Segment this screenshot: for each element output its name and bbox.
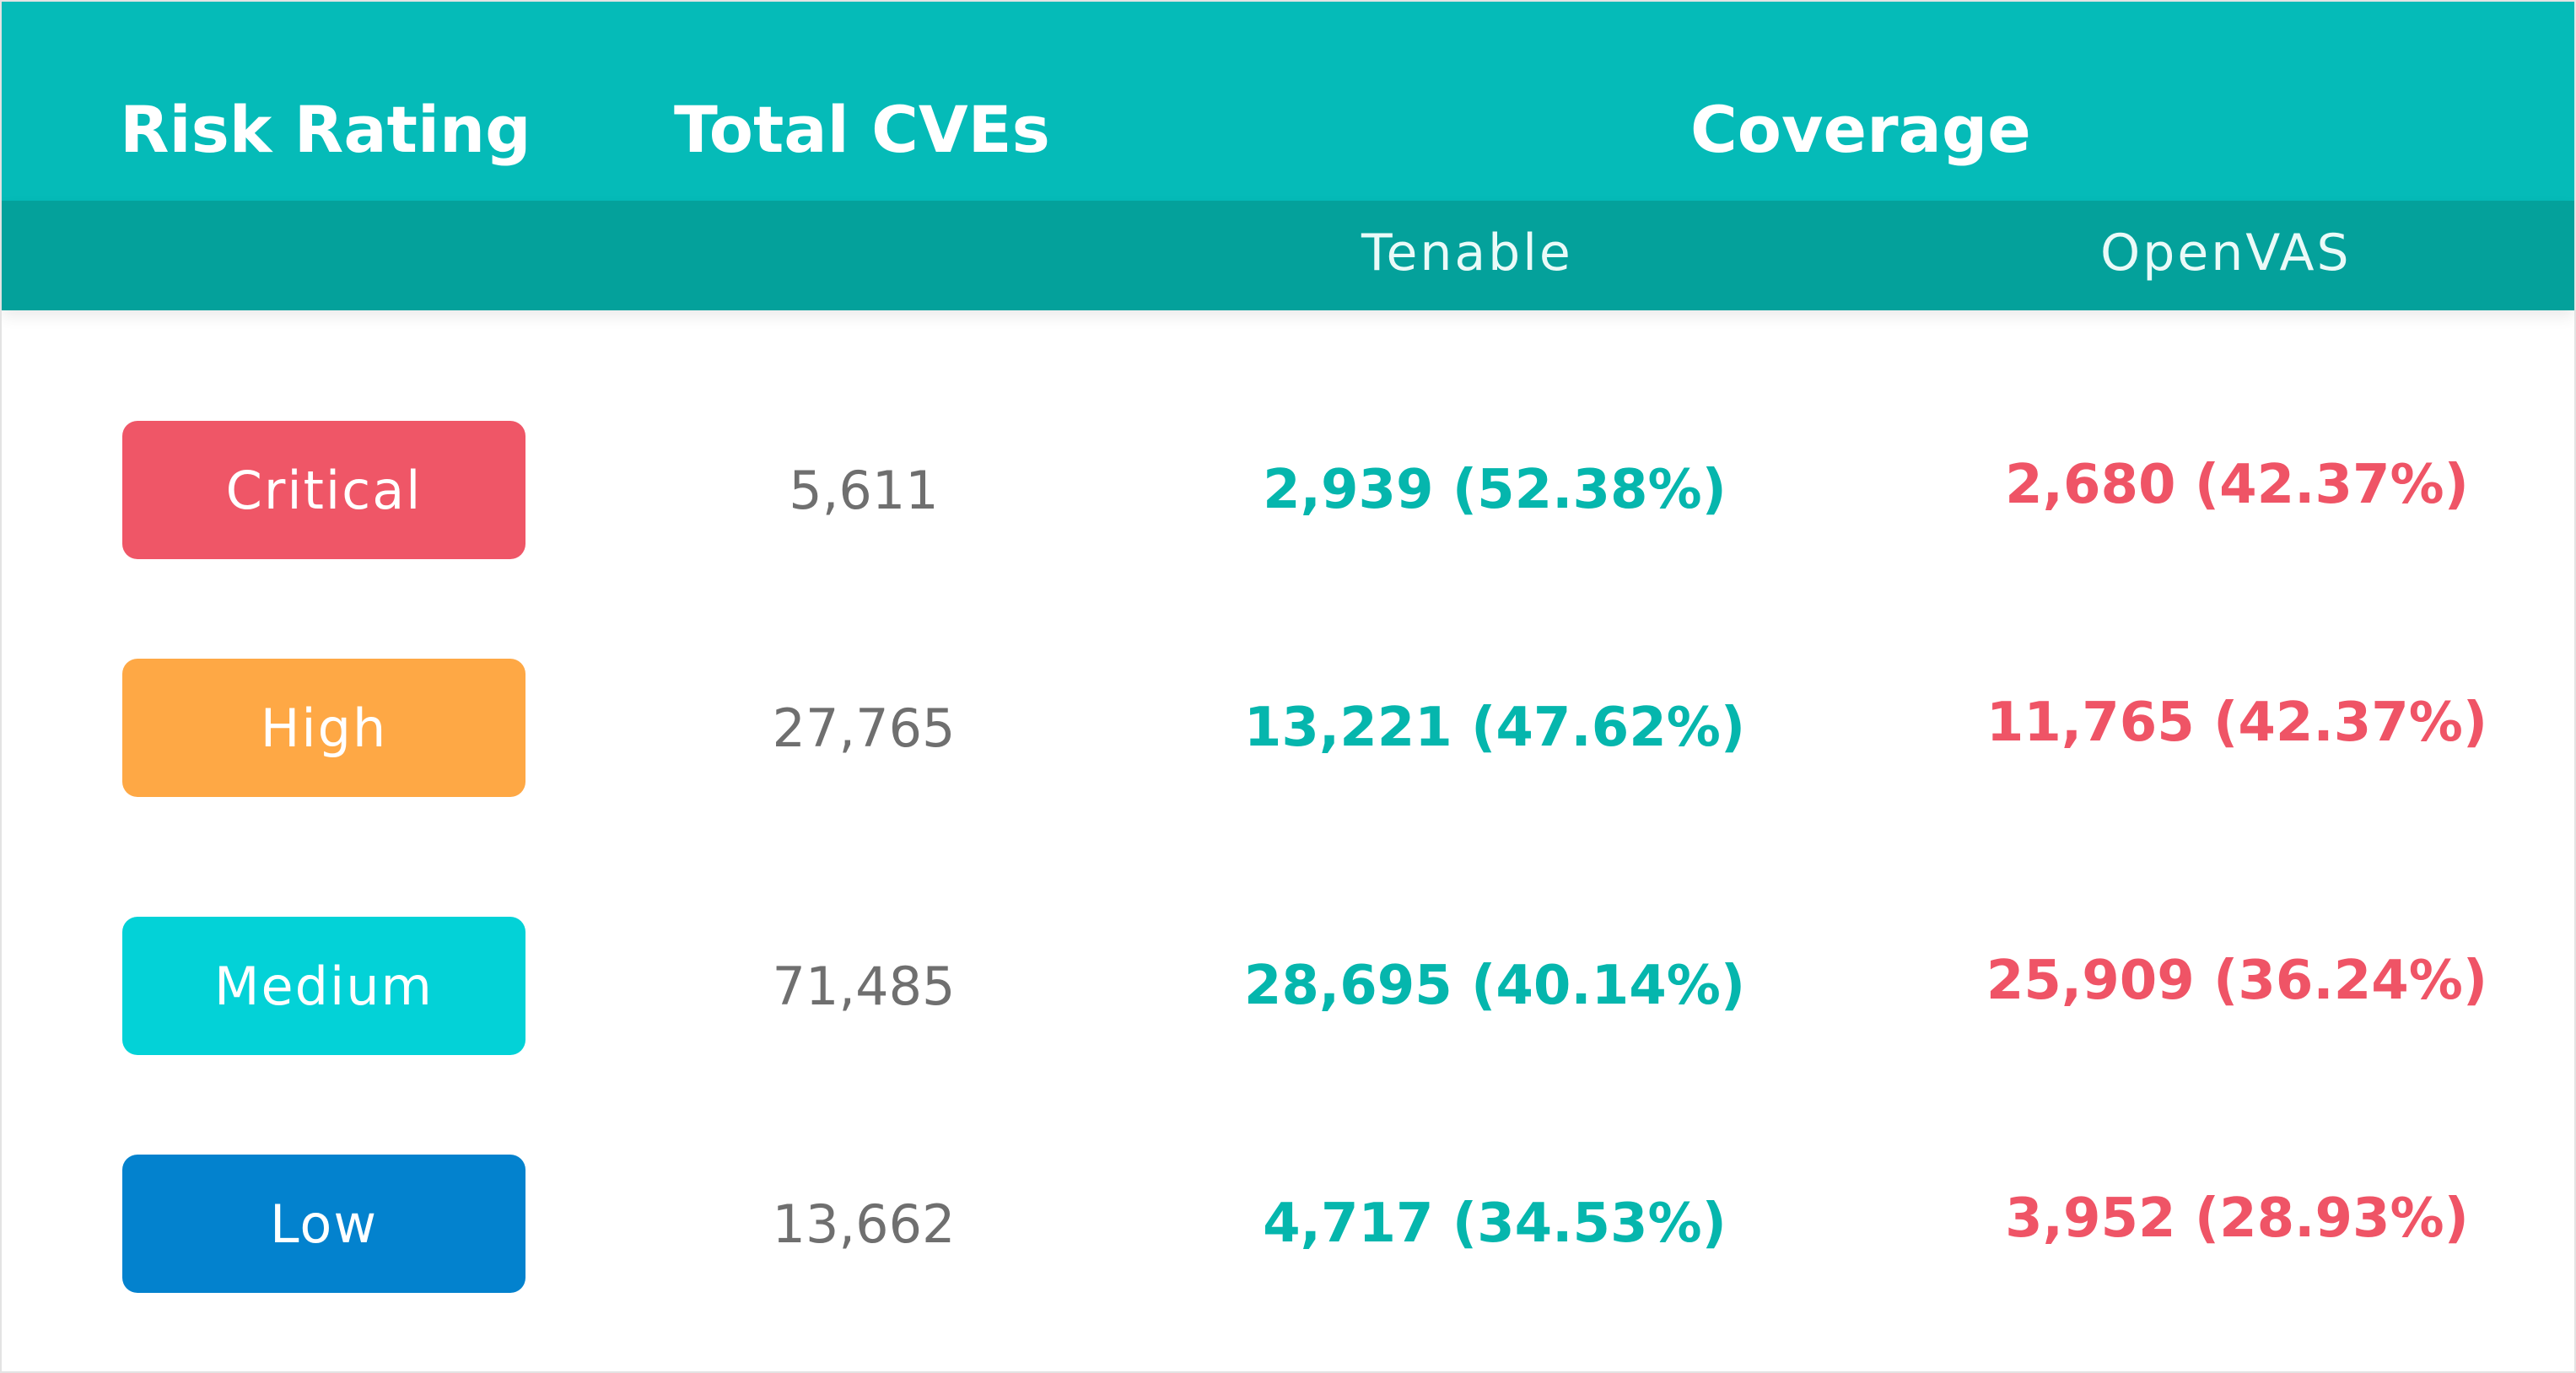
table-row: Medium 71,485 28,695 (40.14%) 25,909 (36… [2, 917, 2574, 1055]
table-row: Critical 5,611 2,939 (52.38%) 2,680 (42.… [2, 421, 2574, 559]
table-row: Low 13,662 4,717 (34.53%) 3,952 (28.93%) [2, 1155, 2574, 1293]
header-risk-rating: Risk Rating [120, 92, 531, 167]
tenable-coverage-value: 13,221 (47.62%) [1243, 697, 1746, 759]
header-total-cves: Total CVEs [674, 92, 1050, 167]
total-cves-value: 27,765 [772, 697, 956, 759]
risk-badge-critical: Critical [122, 421, 525, 559]
total-cves-value: 71,485 [772, 955, 956, 1017]
openvas-coverage-value: 11,765 (42.37%) [1986, 692, 2488, 754]
header-coverage: Coverage [1690, 92, 2031, 167]
subheader-openvas: OpenVAS [2100, 223, 2352, 283]
subheader-tenable: Tenable [1361, 223, 1573, 283]
tenable-coverage-value: 2,939 (52.38%) [1263, 459, 1727, 521]
table-subheader: Tenable OpenVAS [2, 201, 2574, 310]
risk-badge-low: Low [122, 1155, 525, 1293]
openvas-coverage-value: 2,680 (42.37%) [2005, 454, 2469, 516]
total-cves-value: 5,611 [789, 459, 939, 521]
table-row: High 27,765 13,221 (47.62%) 11,765 (42.3… [2, 659, 2574, 797]
openvas-coverage-value: 25,909 (36.24%) [1986, 950, 2488, 1012]
tenable-coverage-value: 28,695 (40.14%) [1243, 955, 1746, 1017]
openvas-coverage-value: 3,952 (28.93%) [2005, 1187, 2469, 1250]
tenable-coverage-value: 4,717 (34.53%) [1263, 1193, 1727, 1255]
risk-badge-high: High [122, 659, 525, 797]
total-cves-value: 13,662 [772, 1193, 956, 1255]
risk-badge-medium: Medium [122, 917, 525, 1055]
table-header: Risk Rating Total CVEs Coverage [2, 2, 2574, 201]
